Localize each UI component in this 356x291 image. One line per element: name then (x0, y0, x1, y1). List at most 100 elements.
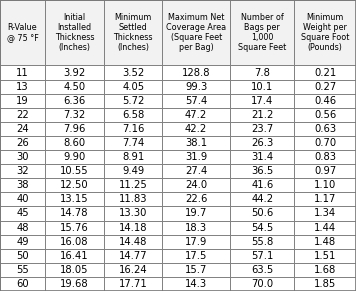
Bar (45, 94, 104, 108)
Bar (230, 235, 294, 249)
Bar (162, 178, 230, 192)
Bar (104, 122, 162, 136)
Bar (104, 65, 162, 79)
Text: 6.58: 6.58 (122, 110, 144, 120)
Bar (162, 249, 230, 263)
Text: 17.5: 17.5 (185, 251, 207, 261)
Text: 49: 49 (16, 237, 29, 247)
Text: 50: 50 (16, 251, 29, 261)
Text: 60: 60 (16, 279, 29, 289)
Text: 19.7: 19.7 (185, 208, 207, 219)
Bar (162, 108, 230, 122)
Bar (294, 0, 356, 65)
Text: 15.7: 15.7 (185, 265, 207, 275)
Text: 31.9: 31.9 (185, 152, 207, 162)
Text: 16.41: 16.41 (60, 251, 89, 261)
Bar (104, 108, 162, 122)
Bar (45, 122, 104, 136)
Text: 0.83: 0.83 (314, 152, 336, 162)
Text: 18.05: 18.05 (60, 265, 89, 275)
Text: 13.15: 13.15 (60, 194, 89, 204)
Bar (104, 136, 162, 150)
Bar (0, 164, 45, 178)
Text: 11.25: 11.25 (119, 180, 148, 190)
Bar (45, 277, 104, 291)
Text: 99.3: 99.3 (185, 81, 207, 92)
Text: Minimum
Weight per
Square Foot
(Pounds): Minimum Weight per Square Foot (Pounds) (301, 13, 349, 52)
Text: Initial
Installed
Thickness
(Inches): Initial Installed Thickness (Inches) (55, 13, 94, 52)
Text: 38.1: 38.1 (185, 138, 207, 148)
Bar (162, 65, 230, 79)
Text: 8.91: 8.91 (122, 152, 144, 162)
Text: 24: 24 (16, 124, 29, 134)
Text: 54.5: 54.5 (251, 223, 273, 233)
Bar (230, 150, 294, 164)
Text: 17.71: 17.71 (119, 279, 148, 289)
Text: 44.2: 44.2 (251, 194, 273, 204)
Bar (230, 0, 294, 65)
Text: 16.08: 16.08 (60, 237, 89, 247)
Text: 45: 45 (16, 208, 29, 219)
Bar (230, 192, 294, 206)
Bar (0, 122, 45, 136)
Text: 16.24: 16.24 (119, 265, 147, 275)
Bar (230, 178, 294, 192)
Bar (162, 206, 230, 221)
Bar (104, 206, 162, 221)
Bar (104, 178, 162, 192)
Text: 47.2: 47.2 (185, 110, 207, 120)
Bar (45, 164, 104, 178)
Bar (294, 249, 356, 263)
Bar (45, 235, 104, 249)
Text: 57.4: 57.4 (185, 96, 207, 106)
Bar (45, 136, 104, 150)
Text: 3.52: 3.52 (122, 68, 144, 77)
Text: 0.70: 0.70 (314, 138, 336, 148)
Bar (294, 150, 356, 164)
Bar (230, 263, 294, 277)
Bar (294, 277, 356, 291)
Bar (230, 94, 294, 108)
Text: 9.49: 9.49 (122, 166, 144, 176)
Text: 14.3: 14.3 (185, 279, 207, 289)
Text: 14.18: 14.18 (119, 223, 147, 233)
Bar (162, 235, 230, 249)
Bar (294, 221, 356, 235)
Bar (230, 277, 294, 291)
Text: 17.9: 17.9 (185, 237, 207, 247)
Text: 55: 55 (16, 265, 29, 275)
Bar (104, 221, 162, 235)
Text: 48: 48 (16, 223, 28, 233)
Text: 10.1: 10.1 (251, 81, 273, 92)
Bar (45, 0, 104, 65)
Text: 57.1: 57.1 (251, 251, 273, 261)
Text: 41.6: 41.6 (251, 180, 273, 190)
Text: 3.92: 3.92 (63, 68, 86, 77)
Bar (0, 0, 45, 65)
Bar (45, 150, 104, 164)
Bar (230, 65, 294, 79)
Text: 36.5: 36.5 (251, 166, 273, 176)
Text: 70.0: 70.0 (251, 279, 273, 289)
Text: 9.90: 9.90 (63, 152, 86, 162)
Text: Minimum
Settled
Thickness
(Inches): Minimum Settled Thickness (Inches) (114, 13, 153, 52)
Bar (104, 263, 162, 277)
Text: 1.48: 1.48 (314, 237, 336, 247)
Bar (0, 192, 45, 206)
Bar (104, 79, 162, 94)
Bar (45, 65, 104, 79)
Bar (230, 249, 294, 263)
Bar (230, 164, 294, 178)
Bar (45, 108, 104, 122)
Text: 21.2: 21.2 (251, 110, 273, 120)
Text: 1.10: 1.10 (314, 180, 336, 190)
Text: 40: 40 (16, 194, 28, 204)
Text: 13.30: 13.30 (119, 208, 147, 219)
Text: 38: 38 (16, 180, 28, 190)
Text: 18.3: 18.3 (185, 223, 207, 233)
Text: 7.96: 7.96 (63, 124, 86, 134)
Bar (162, 94, 230, 108)
Text: 128.8: 128.8 (182, 68, 210, 77)
Text: 19.68: 19.68 (60, 279, 89, 289)
Text: 14.48: 14.48 (119, 237, 147, 247)
